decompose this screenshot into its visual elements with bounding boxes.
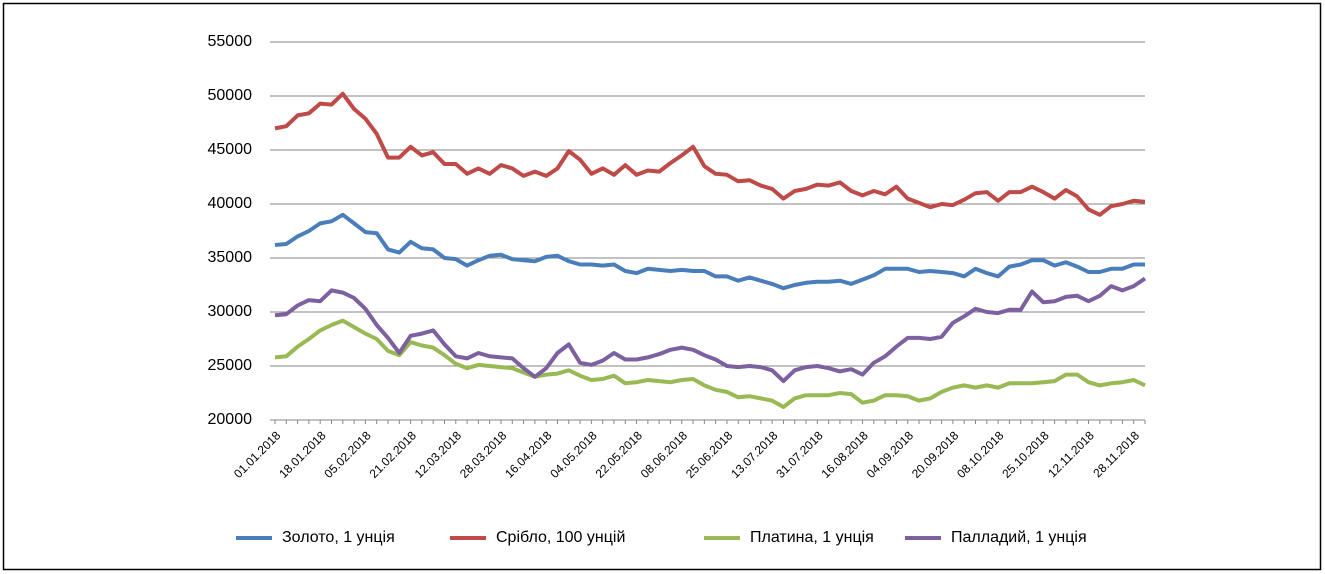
y-tick-label: 40000 xyxy=(208,195,253,212)
y-tick-label: 20000 xyxy=(208,411,253,428)
y-tick-label: 55000 xyxy=(208,33,253,50)
y-tick-label: 45000 xyxy=(208,141,253,158)
y-tick-label: 25000 xyxy=(208,357,253,374)
legend-label: Палладий, 1 унція xyxy=(951,529,1087,546)
y-tick-label: 35000 xyxy=(208,249,253,266)
series-line xyxy=(274,276,1147,384)
series-line xyxy=(274,212,1145,291)
legend-label: Срібло, 100 унцій xyxy=(496,529,625,546)
legend-label: Золото, 1 унція xyxy=(282,529,395,546)
series-line xyxy=(274,318,1146,409)
legend-label: Платина, 1 унція xyxy=(750,529,874,546)
y-tick-label: 50000 xyxy=(208,87,253,104)
series-line xyxy=(274,91,1146,217)
y-tick-label: 30000 xyxy=(208,303,253,320)
